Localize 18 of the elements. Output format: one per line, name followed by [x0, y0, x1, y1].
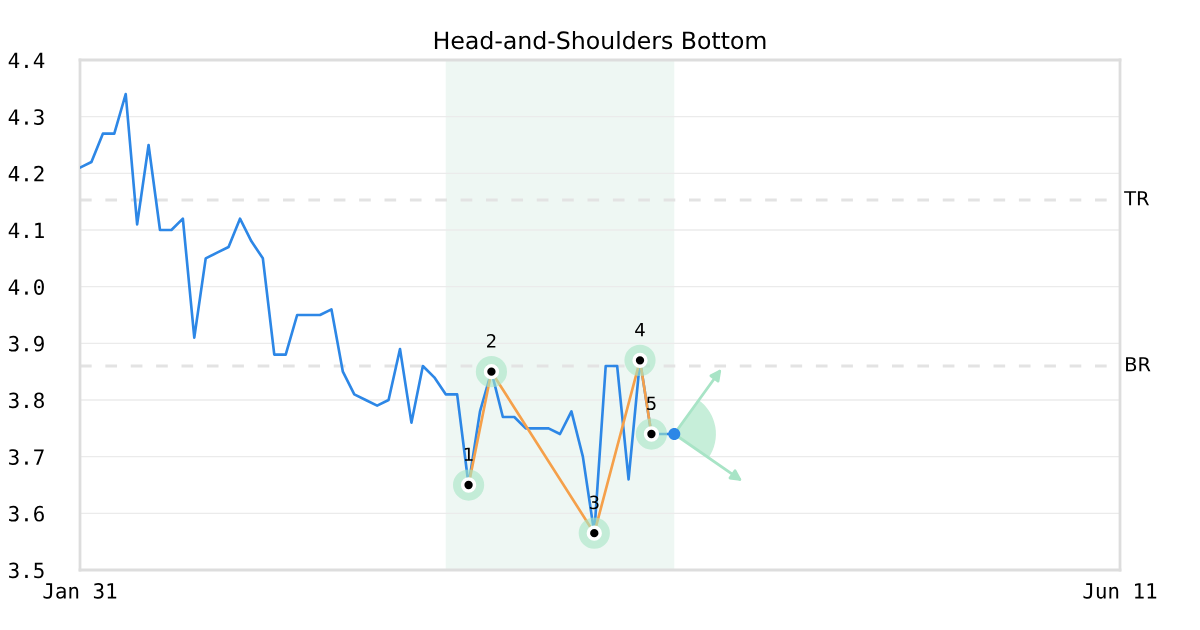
annotation: 5	[647, 396, 656, 411]
x-tick-label: Jan 31	[43, 582, 117, 599]
y-tick-label: 4.2	[8, 165, 44, 182]
ref-line-label: TR	[1124, 191, 1149, 206]
y-tick-label: 3.9	[9, 335, 44, 352]
y-tick-label: 3.8	[9, 392, 44, 409]
y-tick-label: 3.6	[9, 505, 44, 522]
annotation: 2	[487, 334, 496, 348]
y-tick-label: 3.5	[9, 562, 44, 579]
ref-line-label: BR	[1126, 357, 1151, 372]
x-tick-label: Jun 11	[1083, 583, 1157, 599]
y-tick-label: 3.7	[9, 449, 44, 465]
y-tick-label: 4.3	[8, 109, 44, 125]
y-tick-label: 4.4	[8, 52, 45, 68]
y-tick-label: 4.1	[8, 222, 44, 238]
annotation: 4	[635, 322, 645, 337]
y-tick-label: 4.0	[8, 279, 44, 295]
chart-title: Head-and-Shoulders Bottom	[434, 30, 766, 50]
